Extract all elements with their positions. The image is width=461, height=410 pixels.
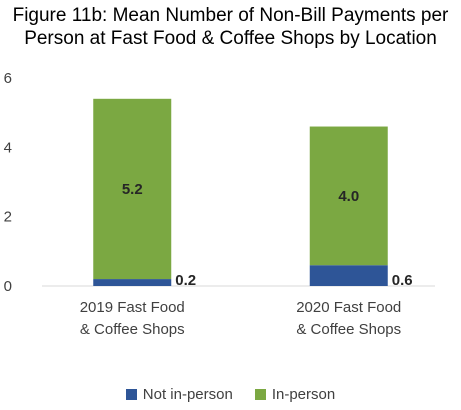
data-label: 0.2 xyxy=(175,272,196,289)
y-tick-label: 4 xyxy=(4,139,12,156)
y-tick-label: 0 xyxy=(4,278,12,295)
bar-in-person xyxy=(309,126,388,266)
data-label: 5.2 xyxy=(122,181,143,198)
chart-title: Figure 11b: Mean Number of Non-Bill Paym… xyxy=(0,4,461,50)
legend-item: In-person xyxy=(254,386,336,403)
chart-legend: Not in-person In-person xyxy=(0,386,461,403)
bar-in-person xyxy=(93,98,172,280)
category-label: & Coffee Shops xyxy=(296,321,401,338)
chart-title-line-2: Person at Fast Food & Coffee Shops by Lo… xyxy=(24,28,437,49)
category-label: 2019 Fast Food xyxy=(80,299,185,316)
legend-swatch xyxy=(125,389,137,400)
y-tick-label: 6 xyxy=(4,70,12,87)
chart-title-line-1: Figure 11b: Mean Number of Non-Bill Paym… xyxy=(12,5,449,26)
data-label: 0.6 xyxy=(392,272,413,289)
y-tick-label: 2 xyxy=(4,209,12,226)
legend-label: Not in-person xyxy=(142,386,233,403)
category-label: & Coffee Shops xyxy=(80,321,185,338)
data-label: 4.0 xyxy=(338,188,359,205)
bar-not-in-person xyxy=(309,265,388,286)
bar-not-in-person xyxy=(93,279,172,286)
category-label: 2020 Fast Food xyxy=(296,299,401,316)
legend-swatch xyxy=(254,389,266,400)
legend-item: Not in-person xyxy=(125,386,233,403)
chart-plot: 0 2 4 6 0.2 5.2 2019 Fast Food & Coffee Shops 0.… xyxy=(4,70,435,338)
legend-label: In-person xyxy=(271,386,336,403)
